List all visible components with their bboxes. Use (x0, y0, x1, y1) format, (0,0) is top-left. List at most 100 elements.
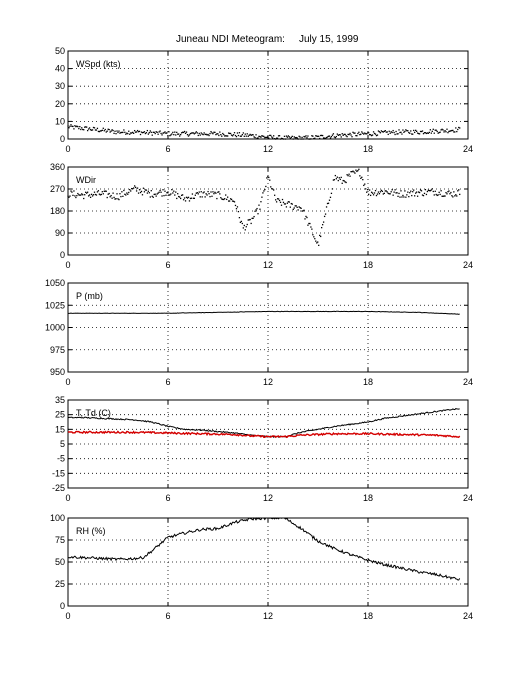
y-tick-label: 270 (50, 184, 65, 194)
data-point (105, 131, 107, 133)
data-point (452, 196, 454, 198)
data-point (366, 191, 368, 193)
data-point (253, 215, 255, 218)
data-point (205, 193, 207, 195)
data-point (432, 190, 434, 193)
data-point (274, 138, 276, 140)
data-point (317, 135, 319, 138)
data-point (357, 132, 359, 135)
data-point (306, 137, 308, 139)
data-point (459, 127, 461, 129)
data-point (305, 135, 307, 137)
data-point (423, 192, 426, 195)
data-point (217, 191, 219, 193)
data-point (245, 135, 247, 137)
data-point (227, 132, 230, 134)
data-point (228, 132, 231, 135)
data-point (363, 133, 365, 135)
data-point (261, 196, 263, 198)
data-point (384, 129, 386, 132)
data-point (241, 134, 243, 136)
data-point (116, 193, 118, 195)
data-point (411, 194, 413, 197)
data-point (242, 227, 244, 229)
data-point (204, 196, 206, 198)
data-point (340, 176, 342, 179)
data-point (78, 194, 80, 196)
y-tick-label: 40 (55, 64, 65, 74)
data-point (321, 134, 323, 137)
data-point (184, 200, 187, 202)
data-point (224, 135, 226, 137)
data-point (196, 132, 198, 134)
data-point (327, 135, 330, 137)
data-point (389, 193, 391, 195)
data-point (277, 135, 280, 137)
data-point (162, 189, 164, 191)
x-tick-label: 18 (363, 611, 373, 621)
data-point (180, 194, 183, 196)
y-tick-label: 90 (55, 228, 65, 238)
data-point (163, 132, 165, 134)
data-point (435, 129, 437, 131)
data-point (125, 194, 127, 196)
data-point (380, 189, 383, 192)
data-point (166, 192, 168, 194)
data-point (224, 198, 226, 200)
data-point (216, 133, 218, 135)
data-point (175, 134, 177, 136)
data-point (336, 176, 338, 178)
data-point (219, 193, 221, 195)
data-point (409, 192, 411, 194)
data-point (354, 132, 356, 134)
data-point (403, 196, 405, 198)
data-point (189, 132, 192, 135)
data-point (167, 135, 169, 137)
data-point (111, 129, 113, 131)
panel-1: 0 6 12 18 24 0 10 20 30 40 50 WSpd (kts) (55, 46, 473, 154)
data-point (284, 203, 287, 205)
data-point (415, 192, 417, 194)
data-point (450, 130, 452, 132)
data-point (394, 189, 396, 191)
data-point (221, 135, 223, 137)
data-point (85, 191, 87, 193)
data-point (439, 131, 441, 133)
data-point (374, 133, 377, 135)
data-point (434, 129, 436, 131)
data-point (308, 138, 310, 140)
data-point (223, 133, 225, 136)
data-point (182, 131, 185, 134)
data-point (159, 189, 161, 192)
data-point (95, 129, 98, 131)
data-point (250, 222, 252, 225)
data-point (398, 129, 400, 131)
panel-label: P (mb) (76, 291, 103, 301)
data-point (383, 192, 385, 194)
data-point (205, 133, 207, 135)
data-point (170, 193, 172, 195)
data-point (234, 134, 237, 137)
data-point (117, 198, 119, 200)
data-point (350, 171, 352, 173)
data-point (445, 131, 447, 133)
data-point (227, 200, 230, 202)
series-line-td (67, 430, 461, 439)
data-point (316, 135, 318, 137)
data-point (262, 135, 264, 137)
data-point (397, 133, 399, 135)
data-point (266, 136, 268, 139)
data-point (403, 131, 405, 133)
data-point (264, 188, 266, 191)
data-point (157, 133, 159, 135)
data-point (144, 189, 147, 191)
data-point (86, 129, 89, 132)
data-point (176, 131, 178, 134)
data-point (238, 217, 241, 219)
y-tick-label: 75 (55, 535, 65, 545)
y-tick-label: -25 (52, 483, 65, 493)
data-point (77, 126, 79, 128)
y-tick-label: 50 (55, 557, 65, 567)
data-point (162, 132, 164, 134)
data-point (138, 189, 141, 191)
